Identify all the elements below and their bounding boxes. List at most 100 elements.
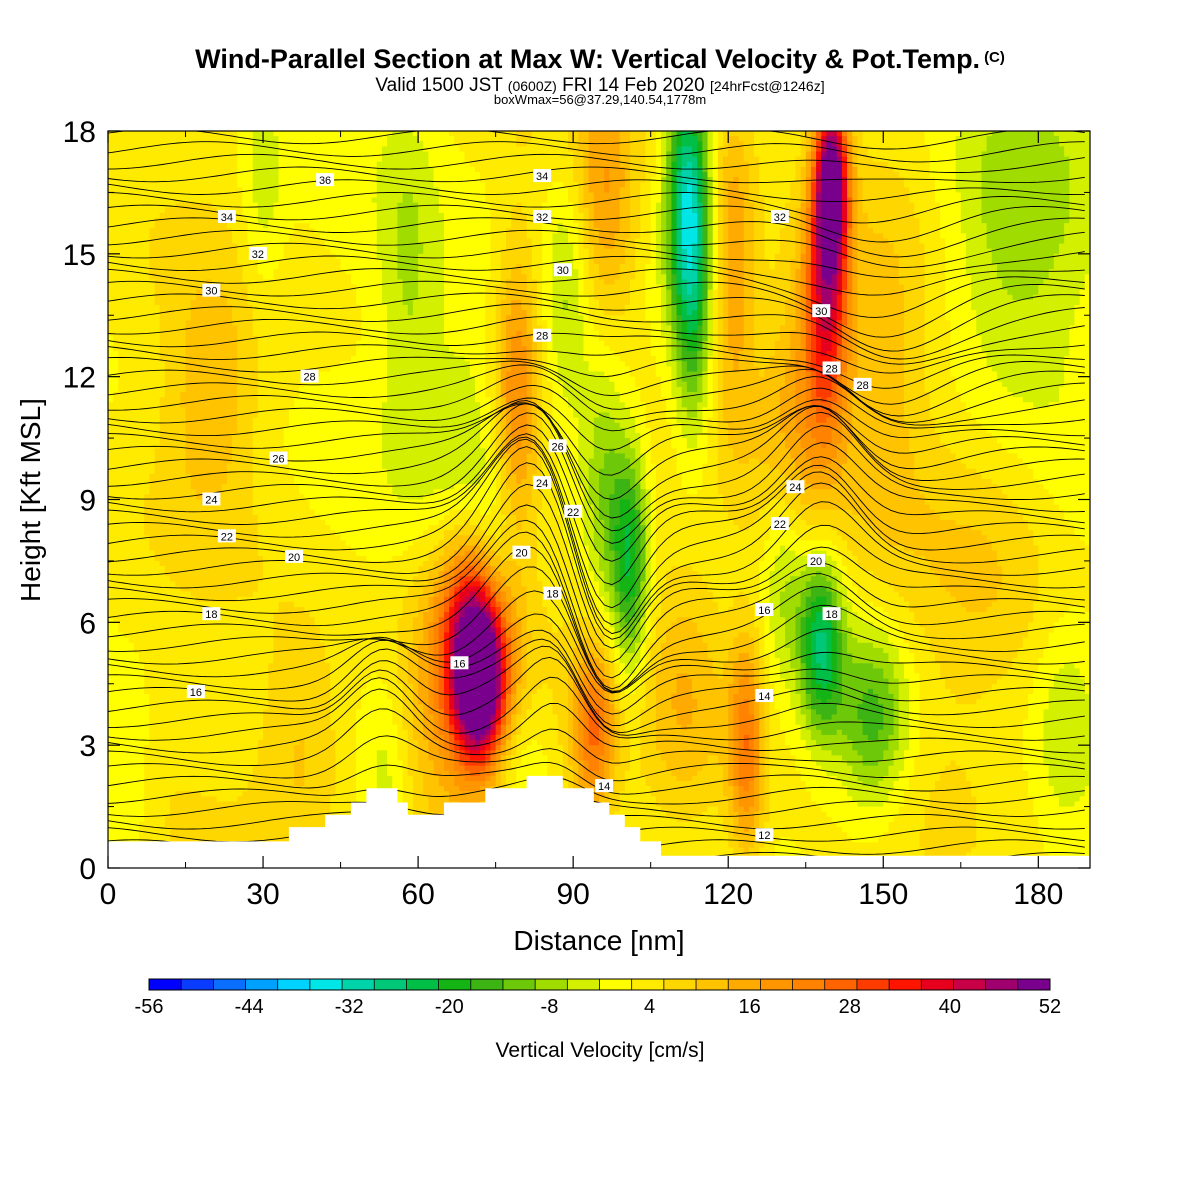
velocity-cell: [707, 212, 714, 219]
velocity-cell: [500, 371, 507, 378]
velocity-cell: [1058, 668, 1081, 675]
velocity-cell: [593, 325, 652, 332]
velocity-cell: [635, 489, 641, 495]
velocity-cell: [686, 673, 719, 680]
velocity-cell: [826, 141, 833, 147]
velocity-cell: [795, 315, 802, 321]
velocity-cell: [857, 315, 905, 321]
velocity-cell: [661, 591, 714, 598]
velocity-cell: [593, 279, 605, 286]
velocity-cell: [847, 351, 853, 357]
velocity-cell: [588, 494, 600, 501]
velocity-cell: [340, 535, 419, 542]
velocity-cell: [996, 586, 1039, 593]
velocity-cell: [609, 545, 616, 552]
velocity-cell: [314, 509, 450, 516]
velocity-cell: [252, 315, 362, 321]
velocity-cell: [1064, 361, 1090, 368]
velocity-cell: [821, 212, 843, 219]
velocity-cell: [294, 228, 316, 234]
velocity-cell: [697, 622, 755, 629]
velocity-cell: [108, 340, 114, 347]
velocity-cell: [857, 151, 869, 158]
velocity-cell: [640, 504, 647, 511]
velocity-cell: [712, 299, 719, 306]
velocity-cell: [655, 525, 740, 531]
velocity-cell: [645, 264, 657, 270]
velocity-cell: [717, 458, 740, 465]
velocity-cell: [640, 530, 647, 536]
velocity-cell: [754, 243, 765, 250]
velocity-cell: [511, 632, 517, 639]
velocity-cell: [712, 325, 719, 332]
velocity-cell: [676, 381, 688, 388]
velocity-cell: [640, 591, 647, 598]
velocity-cell: [108, 141, 238, 147]
velocity-cell: [847, 392, 853, 398]
velocity-cell: [418, 279, 445, 286]
velocity-cell: [800, 315, 807, 321]
velocity-cell: [852, 238, 859, 245]
velocity-cell: [531, 136, 569, 142]
velocity-cell: [676, 340, 683, 347]
velocity-cell: [464, 581, 481, 588]
velocity-cell: [624, 243, 636, 250]
velocity-cell: [490, 555, 502, 562]
velocity-cell: [857, 228, 874, 234]
velocity-cell: [630, 192, 641, 199]
velocity-cell: [108, 576, 171, 582]
velocity-cell: [981, 473, 1034, 480]
velocity-cell: [531, 412, 538, 419]
velocity-cell: [640, 438, 652, 444]
velocity-cell: [723, 207, 729, 214]
velocity-cell: [821, 156, 838, 163]
velocity-cell: [500, 591, 507, 598]
velocity-cell: [485, 299, 497, 306]
velocity-cell: [836, 443, 848, 449]
velocity-cell: [536, 560, 574, 567]
velocity-cell: [666, 166, 672, 173]
velocity-cell: [779, 673, 796, 680]
velocity-cell: [743, 310, 755, 316]
velocity-cell: [619, 131, 631, 137]
velocity-cell: [903, 310, 926, 316]
velocity-cell: [831, 596, 838, 603]
velocity-cell: [542, 468, 559, 475]
velocity-cell: [981, 166, 1070, 173]
velocity-cell: [185, 417, 238, 424]
velocity-cell: [991, 545, 1039, 552]
velocity-cell: [655, 560, 760, 567]
velocity-cell: [697, 310, 703, 316]
velocity-cell: [433, 171, 481, 178]
velocity-cell: [779, 658, 791, 664]
velocity-cell: [567, 187, 579, 194]
velocity-cell: [624, 171, 631, 178]
velocity-cell: [345, 540, 414, 547]
velocity-cell: [650, 335, 667, 342]
velocity-cell: [645, 166, 657, 173]
velocity-cell: [805, 356, 812, 362]
velocity-cell: [356, 550, 404, 557]
velocity-cell: [903, 330, 926, 337]
velocity-cell: [108, 622, 119, 629]
velocity-cell: [578, 279, 585, 286]
box-max-info: boxWmax=56@37.29,140.54,1778m: [493, 92, 707, 107]
velocity-cell: [242, 187, 254, 194]
velocity-cell: [702, 131, 709, 137]
velocity-cell: [397, 269, 419, 275]
velocity-cell: [464, 586, 481, 593]
velocity-cell: [681, 427, 703, 434]
velocity-cell: [754, 136, 802, 142]
velocity-cell: [1002, 443, 1090, 449]
velocity-cell: [717, 351, 724, 357]
velocity-cell: [552, 335, 585, 342]
velocity-cell: [609, 519, 621, 526]
velocity-cell: [898, 591, 952, 598]
velocity-cell: [759, 458, 796, 465]
velocity-cell: [733, 356, 740, 362]
velocity-cell: [981, 151, 1065, 158]
velocity-cell: [459, 601, 466, 608]
velocity-cell: [697, 294, 703, 301]
velocity-cell: [1012, 294, 1034, 301]
velocity-cell: [743, 315, 755, 321]
